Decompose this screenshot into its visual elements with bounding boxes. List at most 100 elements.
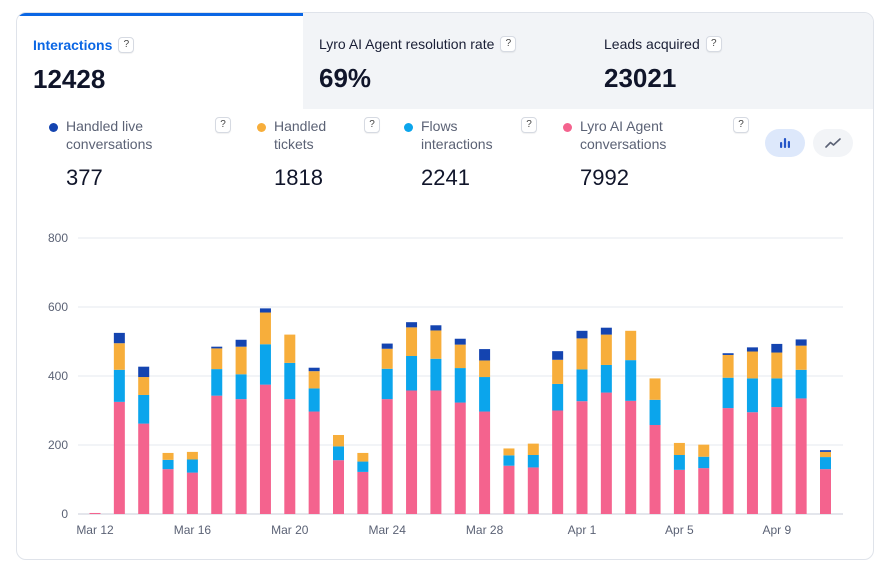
bar-segment [284,334,296,363]
tab-value: 23021 [604,63,677,93]
help-icon[interactable]: ? [705,35,722,52]
bar-segment [479,377,491,412]
series-color-dot [404,123,413,132]
bar-segment [503,448,515,456]
bar-segment [113,401,125,514]
bar-chart-toggle[interactable] [765,129,805,157]
legend-label: Flows interactions [421,118,493,152]
tab-value: 12428 [33,64,106,94]
bar-segment [162,452,174,460]
y-tick-label: 600 [48,300,68,314]
bar-segment [625,360,637,401]
help-icon[interactable]: ? [364,117,380,133]
bar-segment [552,351,564,360]
help-icon[interactable]: ? [521,117,537,133]
bar-segment [333,460,344,514]
bar-segment [454,344,466,369]
bar-segment [430,330,442,359]
bar-segment [527,443,539,456]
y-tick-label: 0 [61,507,68,521]
x-tick-label: Apr 9 [762,523,791,537]
series-color-dot [563,123,572,132]
bar-segment [698,456,710,469]
bar-segment [771,352,783,379]
tab-label: Lyro AI Agent resolution rate [319,35,495,52]
bar-segment [211,395,223,514]
tab-value: 69% [319,63,372,93]
bar-segment [308,367,320,372]
bar-segment [381,399,393,514]
bar-segment [649,399,661,425]
bar-segment [89,512,101,514]
y-tick-label: 800 [48,231,68,245]
tab-resolution-rate[interactable]: Lyro AI Agent resolution rate? 69% [303,13,588,109]
bar-segment [235,339,247,347]
bar-segment [771,378,783,408]
x-tick-label: Mar 16 [174,523,212,537]
help-icon[interactable]: ? [500,35,517,52]
bar-segment [259,312,271,345]
x-tick-label: Mar 20 [271,523,309,537]
tab-interactions[interactable]: Interactions? 12428 [17,13,303,109]
bar-segment [406,327,418,356]
bar-segment [357,452,369,462]
bar-segment [162,459,174,470]
bar-segment [722,353,734,355]
bar-segment [625,400,637,514]
bar-segment [746,412,758,514]
bar-segment [406,322,418,328]
bar-segment [113,369,125,402]
bar-segment [381,343,393,349]
bar-segment [454,402,466,514]
bar-segment [381,368,393,400]
bar-segment [698,468,710,514]
bar-segment [576,401,588,514]
bar-segment [235,346,247,375]
bar-segment [576,369,588,402]
help-icon[interactable]: ? [215,117,231,133]
bar-segment [138,423,150,514]
y-tick-label: 200 [48,438,68,452]
bar-segment [600,334,612,365]
bar-segment [576,338,588,370]
bar-segment [552,383,564,411]
bar-segment [284,362,296,400]
bar-segment [259,384,271,514]
tab-label: Interactions [33,36,113,53]
bar-segment [527,455,539,468]
bar-segment [820,469,831,514]
bar-segment [746,351,758,379]
legend-value: 7992 [580,165,629,190]
help-icon[interactable]: ? [733,117,749,133]
bar-segment [113,343,125,370]
bar-segment [406,355,418,391]
y-tick-label: 400 [48,369,68,383]
bar-segment [259,344,271,385]
bar-segment [235,399,247,514]
bar-segment [333,446,344,461]
bar-segment [406,390,418,514]
series-color-dot [257,123,266,132]
bar-segment [479,360,491,378]
bar-segment [357,471,369,514]
legend-value: 1818 [274,165,323,190]
bar-segment [600,392,612,514]
bar-segment [600,327,612,335]
x-tick-label: Apr 1 [568,523,597,537]
bar-segment [138,366,150,378]
line-chart-toggle[interactable] [813,129,853,157]
bar-segment [186,472,198,514]
bar-segment [308,388,320,412]
bar-segment [795,369,807,399]
bar-segment [333,434,344,447]
bar-segment [454,338,466,345]
bar-segment [430,358,442,391]
help-icon[interactable]: ? [118,36,135,53]
bar-segment [454,368,466,403]
tab-leads-acquired[interactable]: Leads acquired? 23021 [588,13,873,109]
bar-segment [820,457,831,470]
bar-segment [820,450,831,452]
bar-segment [552,410,564,514]
bar-segment [284,399,296,514]
